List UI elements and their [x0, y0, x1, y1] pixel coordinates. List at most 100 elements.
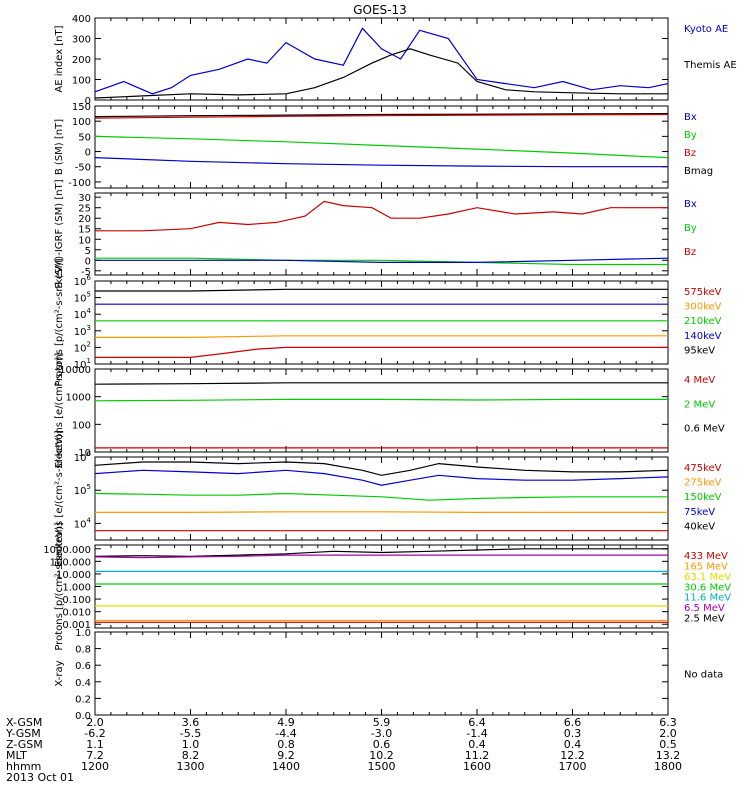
y-tick-label: 15: [78, 225, 91, 236]
footer-value: -5.5: [180, 727, 201, 740]
y-tick-label: 10: [78, 235, 91, 246]
chart-title: GOES-13: [353, 3, 407, 17]
y-tick-label: 0.4: [75, 678, 91, 689]
footer-value: 3.6: [182, 716, 200, 729]
legend-entry: No data: [684, 670, 723, 681]
legend-entry: Themis AE: [683, 60, 737, 71]
y-axis-label: Electrons [e/(cm²-s-sr)]: [54, 353, 65, 469]
series-line-Bmag: [94, 113, 669, 118]
y-tick-label: 102: [74, 340, 91, 354]
y-axis-label: B (SM) [nT]: [54, 119, 65, 175]
legend-entry: 165 MeV: [684, 561, 728, 572]
footer-date: 2013 Oct 01: [6, 771, 74, 784]
legend-entry: 6.5 MeV: [684, 603, 725, 614]
footer-value: 5.9: [373, 716, 391, 729]
footer-value: -4.4: [275, 727, 296, 740]
footer-value: 7.2: [86, 749, 104, 762]
footer-value: -6.2: [84, 727, 105, 740]
series-line-2-MeV: [94, 398, 668, 402]
y-tick-label: 400: [72, 14, 91, 25]
footer-value: 6.6: [564, 716, 582, 729]
legend-entry: 300keV: [684, 302, 722, 313]
footer-value: 10.2: [369, 749, 394, 762]
y-axis-label: X-ray: [54, 660, 65, 686]
footer-row-label: hhmm: [6, 760, 41, 773]
legend-entry: Bx: [684, 112, 697, 123]
footer-value: 1700: [559, 760, 587, 773]
series-line-Bx: [94, 157, 668, 168]
footer-value: 2.0: [659, 727, 677, 740]
legend-entry: Bx: [684, 199, 697, 210]
legend-entry: 11.6 MeV: [684, 593, 731, 604]
y-tick-label: 10000: [59, 365, 91, 376]
footer-value: 6.3: [659, 716, 677, 729]
y-tick-label: 104: [74, 307, 92, 321]
y-tick-label: 0.2: [75, 694, 91, 705]
legend-entry: 433 MeV: [684, 551, 728, 562]
legend-entry: 210keV: [684, 316, 722, 327]
footer-value: 1800: [654, 760, 682, 773]
series-line-Kyoto-AE: [94, 27, 669, 95]
y-axis-label: Protons [p/(cm²-s-sr-keV)]: [54, 258, 65, 386]
series-line-Themis-AE: [94, 48, 668, 99]
y-axis-label: B (SM)-IGRF (SM) [nT]: [54, 179, 65, 288]
y-tick-label: 20: [78, 214, 91, 225]
footer-value: 12.2: [560, 749, 585, 762]
legend-entry: 75keV: [684, 507, 715, 518]
series-line-By: [94, 135, 669, 159]
footer-value: -1.4: [466, 727, 487, 740]
y-tick-label: 0.001: [62, 620, 91, 631]
footer-value: 1600: [463, 760, 491, 773]
y-axis-label: Electrons [e/(cm²-s-sr-keV)]: [54, 430, 65, 567]
legend-entry: 63.1 MeV: [684, 572, 731, 583]
series-line-275keV: [95, 511, 668, 514]
footer-value: 0.6: [373, 738, 391, 751]
footer-value: 13.2: [656, 749, 681, 762]
y-tick-label: 300: [72, 35, 91, 46]
y-tick-label: 0.010: [62, 608, 91, 619]
footer-value: 9.2: [277, 749, 295, 762]
y-tick-label: 1000.000: [43, 545, 91, 556]
y-tick-label: 1000: [66, 393, 91, 404]
y-tick-label: 10.000: [56, 570, 91, 581]
y-tick-label: 0: [85, 256, 91, 267]
y-tick-label: 0: [85, 148, 91, 159]
footer-value: 1.0: [182, 738, 200, 751]
legend-entry: Bz: [684, 148, 696, 159]
y-tick-label: 1.000: [62, 583, 91, 594]
series-line-Bx: [95, 257, 669, 263]
y-tick-label: -100: [68, 178, 91, 189]
footer-value: 1.1: [86, 738, 104, 751]
y-tick-label: 100.000: [50, 557, 91, 568]
footer-value: 4.9: [277, 716, 295, 729]
panel-frame-7: [94, 631, 669, 716]
legend-entry: 275keV: [684, 478, 722, 489]
y-tick-label: 0.100: [62, 595, 91, 606]
footer-value: 0.4: [468, 738, 486, 751]
series-line-Bz: [95, 200, 668, 232]
footer-value: -3.0: [371, 727, 392, 740]
legend-entry: Bz: [684, 247, 696, 258]
footer-value: 1500: [368, 760, 396, 773]
legend-entry: 2.5 MeV: [684, 614, 725, 625]
series-line-150keV: [94, 492, 668, 501]
footer-value: 1300: [177, 760, 205, 773]
y-tick-label: 25: [78, 204, 91, 215]
series-line-By: [95, 257, 668, 266]
y-tick-label: 50: [78, 132, 91, 143]
footer-value: 0.4: [564, 738, 582, 751]
footer-value: 8.2: [182, 749, 200, 762]
panel-frame-4: [94, 368, 669, 453]
footer-value: 1200: [81, 760, 109, 773]
legend-entry: 2 MeV: [684, 399, 715, 410]
legend-entry: By: [684, 223, 697, 234]
y-tick-label: 103: [74, 324, 91, 338]
y-tick-label: 104: [74, 516, 92, 530]
series-line-575keV: [95, 346, 668, 358]
series-line-6-5-MeV: [94, 554, 668, 559]
footer-row-label: X-GSM: [6, 716, 42, 729]
legend-entry: Bmag: [684, 166, 713, 177]
legend-entry: 150keV: [684, 492, 722, 503]
y-tick-label: 0.6: [75, 661, 91, 672]
